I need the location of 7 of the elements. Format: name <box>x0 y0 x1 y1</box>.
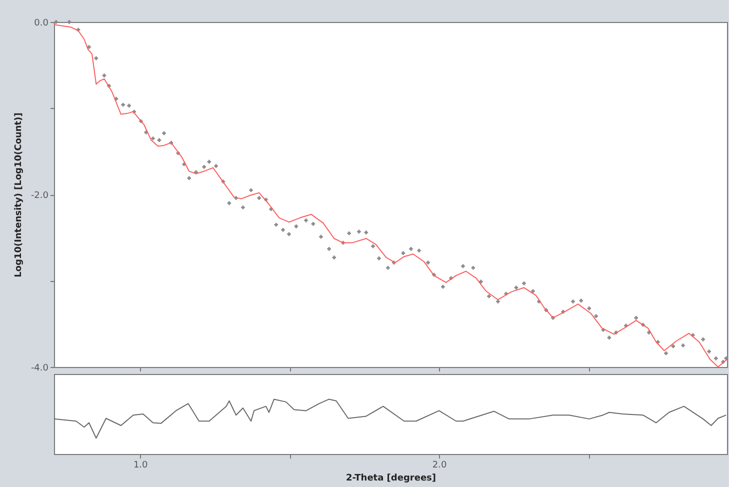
y-tick-label: -2.0 <box>30 191 49 201</box>
x-axis-title: 2-Theta [degrees] <box>346 474 436 484</box>
y-axis-title: Log10(Intensity) [Log10(Count)] <box>14 112 24 278</box>
y-tick-label: 0.0 <box>34 18 49 28</box>
x-tick-label: 2.0 <box>432 460 448 470</box>
x-tick-label: 1.0 <box>133 460 148 470</box>
y-tick-label: -4.0 <box>30 364 49 374</box>
